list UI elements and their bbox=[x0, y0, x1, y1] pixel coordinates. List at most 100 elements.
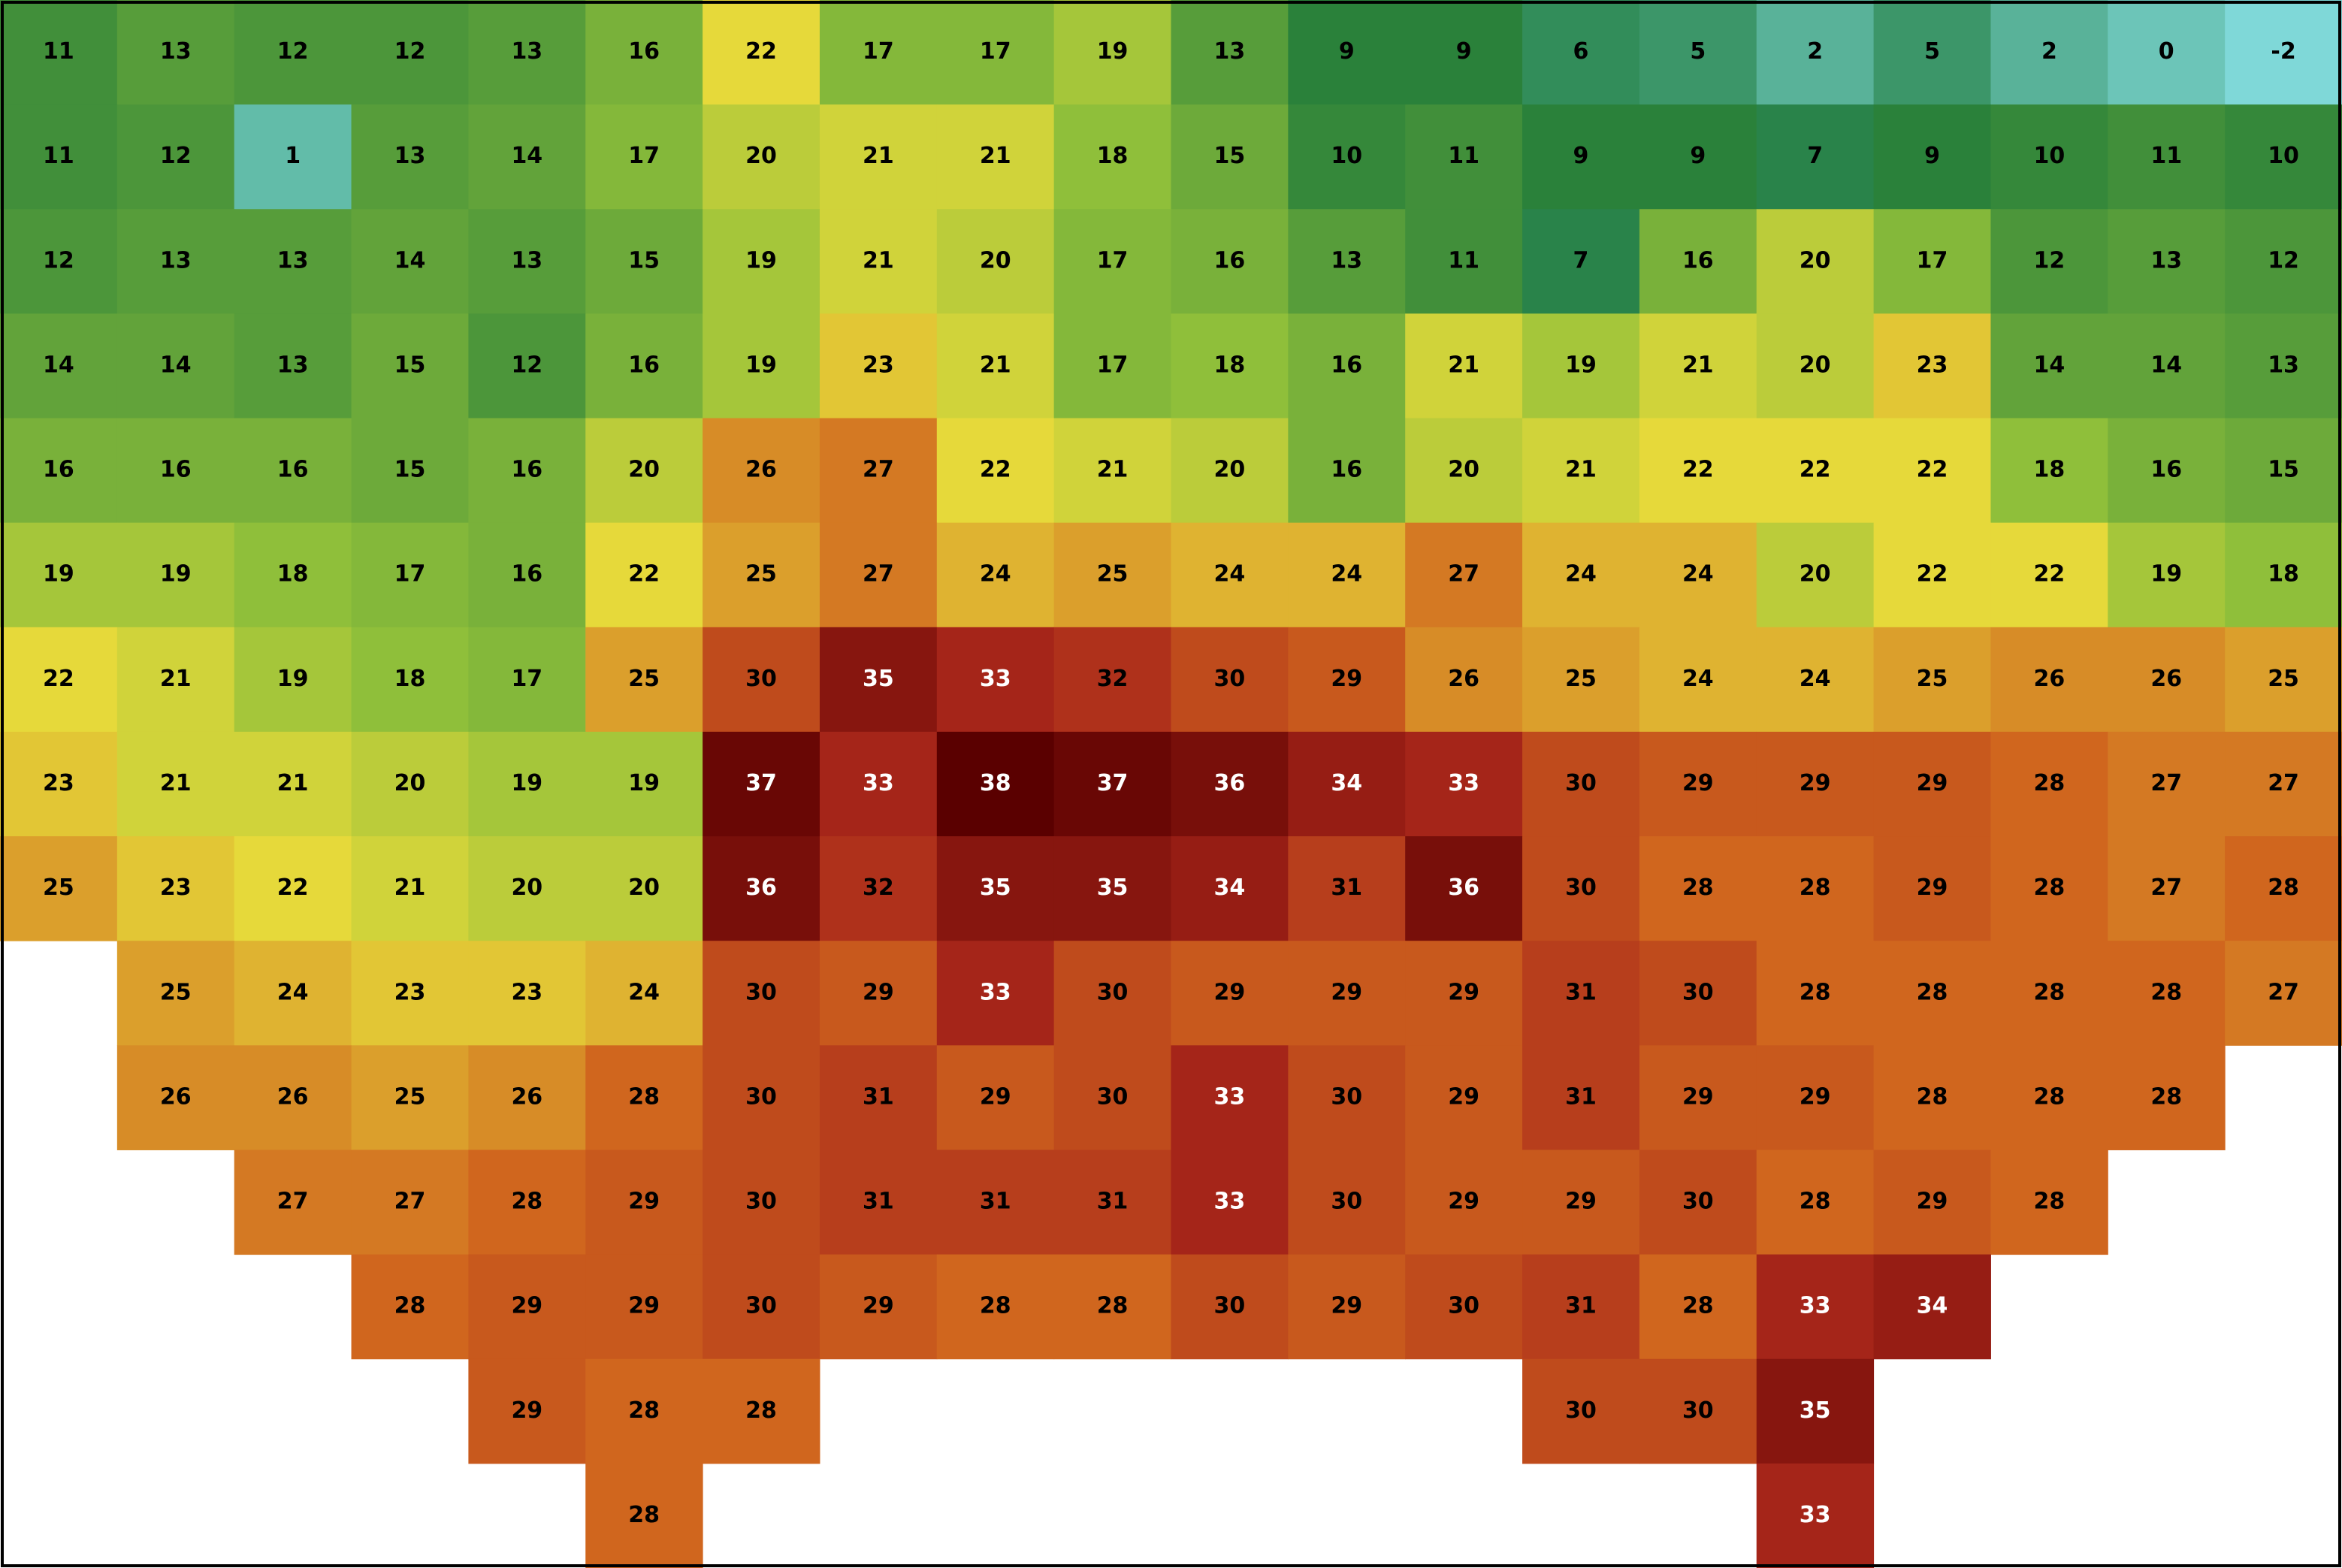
temperature-cell bbox=[1053, 627, 1171, 733]
temperature-label: 21 bbox=[863, 247, 894, 273]
temperature-label: 25 bbox=[1097, 561, 1129, 588]
temperature-cell bbox=[1171, 731, 1289, 837]
temperature-label: 5 bbox=[1924, 38, 1940, 65]
temperature-cell bbox=[468, 418, 586, 524]
temperature-cell bbox=[1522, 418, 1640, 524]
temperature-label: 15 bbox=[1214, 143, 1246, 169]
temperature-cell bbox=[703, 418, 820, 524]
temperature-label: 28 bbox=[745, 1397, 777, 1424]
temperature-cell bbox=[1639, 627, 1757, 733]
temperature-cell bbox=[1053, 1045, 1171, 1150]
temperature-label: 29 bbox=[1331, 979, 1362, 1005]
temperature-label: 28 bbox=[2034, 770, 2065, 796]
temperature-cell bbox=[234, 731, 352, 837]
temperature-label: 25 bbox=[1565, 666, 1597, 692]
temperature-cell bbox=[1990, 313, 2108, 419]
temperature-cell bbox=[703, 1150, 820, 1255]
temperature-label: 21 bbox=[1565, 457, 1597, 483]
temperature-cell bbox=[2225, 627, 2342, 733]
temperature-label: 25 bbox=[160, 979, 192, 1005]
temperature-label: 20 bbox=[1214, 457, 1246, 483]
temperature-label: 9 bbox=[1456, 38, 1472, 65]
temperature-cell bbox=[351, 941, 469, 1046]
temperature-cell bbox=[1639, 0, 1757, 105]
temperature-label: 23 bbox=[511, 979, 542, 1005]
temperature-label: 31 bbox=[863, 1189, 894, 1215]
temperature-label: 37 bbox=[1097, 770, 1129, 796]
temperature-label: 25 bbox=[745, 561, 777, 588]
temperature-label: 25 bbox=[2268, 666, 2299, 692]
temperature-cell bbox=[2108, 627, 2226, 733]
temperature-label: 21 bbox=[1682, 352, 1714, 378]
temperature-label: 29 bbox=[1448, 1083, 1479, 1110]
temperature-cell bbox=[2108, 941, 2226, 1046]
temperature-label: 1 bbox=[285, 143, 301, 169]
temperature-label: 35 bbox=[1800, 1397, 1831, 1424]
temperature-cell bbox=[351, 418, 469, 524]
temperature-label: 29 bbox=[628, 1189, 660, 1215]
temperature-cell bbox=[468, 313, 586, 419]
temperature-label: 17 bbox=[1097, 352, 1129, 378]
temperature-label: 28 bbox=[1682, 875, 1714, 901]
temperature-cell bbox=[819, 1254, 938, 1360]
temperature-cell bbox=[1405, 731, 1523, 837]
temperature-label: 21 bbox=[1097, 457, 1129, 483]
temperature-cell bbox=[2108, 313, 2226, 419]
temperature-cell bbox=[1639, 209, 1757, 314]
temperature-cell bbox=[1053, 836, 1171, 941]
temperature-cell bbox=[116, 0, 235, 105]
temperature-label: 27 bbox=[2268, 979, 2299, 1005]
temperature-cell bbox=[1288, 731, 1406, 837]
temperature-cell bbox=[585, 209, 703, 314]
temperature-cell bbox=[1756, 313, 1875, 419]
temperature-label: 28 bbox=[1917, 1083, 1948, 1110]
temperature-cell bbox=[0, 0, 118, 105]
temperature-label: 12 bbox=[2268, 247, 2299, 273]
temperature-cell bbox=[1405, 627, 1523, 733]
temperature-cell bbox=[1288, 1254, 1406, 1360]
temperature-cell bbox=[1171, 0, 1289, 105]
temperature-label: 16 bbox=[1682, 247, 1714, 273]
temperature-cell bbox=[2108, 836, 2226, 941]
temperature-cell bbox=[1873, 313, 1991, 419]
temperature-cell bbox=[1522, 1254, 1640, 1360]
temperature-label: 26 bbox=[2034, 666, 2065, 692]
temperature-cell bbox=[585, 522, 703, 628]
temperature-label: 25 bbox=[628, 666, 660, 692]
temperature-cell bbox=[936, 418, 1055, 524]
temperature-cell bbox=[703, 313, 820, 419]
temperature-cell bbox=[351, 209, 469, 314]
temperature-cell bbox=[1522, 209, 1640, 314]
temperature-cell bbox=[1405, 941, 1523, 1046]
temperature-cell bbox=[234, 418, 352, 524]
temperature-cell bbox=[1405, 418, 1523, 524]
temperature-cell bbox=[1171, 104, 1289, 210]
temperature-label: 33 bbox=[863, 770, 894, 796]
temperature-cell bbox=[1873, 627, 1991, 733]
temperature-label: 10 bbox=[1331, 143, 1362, 169]
temperature-cell bbox=[1522, 313, 1640, 419]
temperature-label: 22 bbox=[1800, 457, 1831, 483]
temperature-label: 28 bbox=[2268, 875, 2299, 901]
temperature-cell bbox=[1171, 1254, 1289, 1360]
temperature-cell bbox=[2108, 104, 2226, 210]
temperature-label: 23 bbox=[160, 875, 192, 901]
temperature-cell bbox=[1990, 209, 2108, 314]
temperature-label: 13 bbox=[511, 38, 542, 65]
temperature-cell bbox=[1756, 418, 1875, 524]
temperature-cell bbox=[703, 104, 820, 210]
temperature-cell bbox=[1053, 522, 1171, 628]
temperature-cell bbox=[1639, 1358, 1757, 1464]
temperature-label: 15 bbox=[394, 457, 426, 483]
temperature-cell bbox=[819, 1150, 938, 1255]
temperature-cell bbox=[116, 209, 235, 314]
temperature-label: 13 bbox=[160, 38, 192, 65]
temperature-label: 12 bbox=[160, 143, 192, 169]
temperature-cell bbox=[1405, 1150, 1523, 1255]
temperature-cell bbox=[1522, 1045, 1640, 1150]
temperature-cell bbox=[1756, 627, 1875, 733]
temperature-cell bbox=[116, 313, 235, 419]
temperature-label: 13 bbox=[1214, 38, 1246, 65]
